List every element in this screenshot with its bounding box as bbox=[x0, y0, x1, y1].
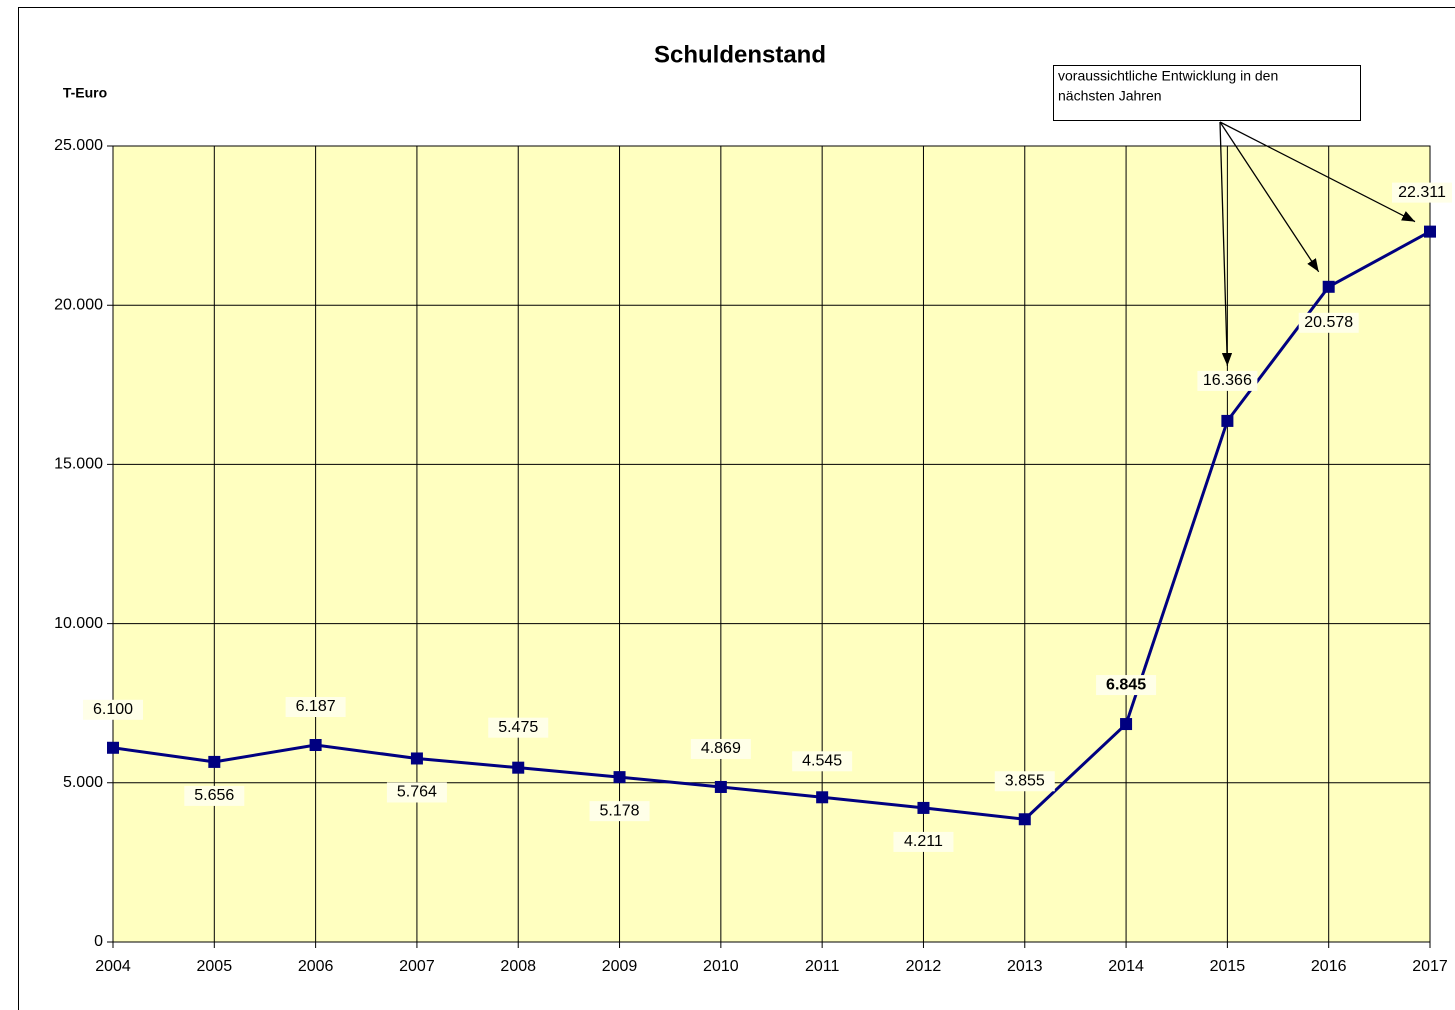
x-tick-label: 2005 bbox=[197, 958, 233, 975]
data-label: 20.578 bbox=[1304, 314, 1353, 331]
data-label: 5.764 bbox=[397, 784, 437, 801]
annotation-box bbox=[1053, 65, 1361, 121]
y-tick-label: 15.000 bbox=[54, 456, 103, 473]
data-label: 16.366 bbox=[1203, 372, 1252, 389]
label-bg bbox=[285, 697, 346, 718]
data-label: 6.100 bbox=[93, 701, 133, 718]
label-bg bbox=[792, 751, 853, 772]
x-tick-label: 2015 bbox=[1210, 958, 1246, 975]
data-label: 5.178 bbox=[600, 802, 640, 819]
label-bg bbox=[589, 801, 650, 822]
data-label: 6.845 bbox=[1106, 676, 1146, 693]
line bbox=[112, 230, 1431, 821]
x-tick-label: 2016 bbox=[1311, 958, 1347, 975]
data-label: 3.855 bbox=[1005, 772, 1045, 789]
x-tick-label: 2012 bbox=[906, 958, 942, 975]
x-tick-label: 2007 bbox=[399, 958, 435, 975]
marker bbox=[1018, 813, 1031, 826]
data-label: 5.656 bbox=[194, 787, 234, 804]
marker bbox=[1322, 280, 1335, 293]
label-bg bbox=[1392, 182, 1452, 203]
x-tick-label: 2017 bbox=[1412, 958, 1448, 975]
marker bbox=[410, 752, 423, 765]
marker bbox=[107, 741, 119, 754]
marker bbox=[512, 761, 525, 774]
marker bbox=[1424, 225, 1436, 238]
annotation: voraussichtliche Entwicklung in den bbox=[1058, 68, 1278, 84]
label-bg bbox=[994, 771, 1055, 792]
arrow bbox=[1219, 121, 1416, 223]
marker bbox=[1120, 718, 1133, 731]
x-tick-label: 2004 bbox=[95, 958, 131, 975]
data-label: 4.211 bbox=[904, 833, 943, 850]
y-tick-label: 20.000 bbox=[54, 296, 103, 313]
y-axis-label: T-Euro bbox=[63, 85, 107, 101]
marker bbox=[208, 755, 221, 768]
label-bg bbox=[386, 782, 447, 803]
marker bbox=[1221, 414, 1234, 427]
label-bg bbox=[1096, 675, 1157, 696]
label-bg bbox=[690, 738, 751, 759]
marker bbox=[613, 771, 626, 784]
x-tick-label: 2014 bbox=[1108, 958, 1144, 975]
x-tick-label: 2010 bbox=[703, 958, 739, 975]
data-label: 4.545 bbox=[802, 753, 842, 770]
chart-title: Schuldenstand bbox=[654, 41, 826, 68]
arrow bbox=[1219, 121, 1233, 366]
y-tick-label: 0 bbox=[94, 933, 103, 950]
y-tick-label: 5.000 bbox=[63, 774, 103, 791]
label-bg bbox=[1197, 370, 1258, 391]
marker bbox=[816, 791, 829, 804]
label-bg bbox=[1298, 312, 1359, 333]
plot-area bbox=[113, 146, 1430, 942]
data-label: 6.187 bbox=[296, 698, 336, 715]
x-tick-label: 2011 bbox=[805, 958, 840, 975]
label-bg bbox=[893, 831, 954, 852]
data-label: 5.475 bbox=[498, 719, 538, 736]
label-bg bbox=[83, 699, 143, 720]
x-tick-label: 2008 bbox=[500, 958, 536, 975]
marker bbox=[309, 739, 322, 752]
data-label: 4.869 bbox=[701, 740, 741, 757]
x-tick-label: 2009 bbox=[602, 958, 638, 975]
x-tick-label: 2006 bbox=[298, 958, 334, 975]
annotation: nächsten Jahren bbox=[1058, 88, 1162, 104]
label-bg bbox=[184, 785, 245, 806]
label-bg bbox=[488, 717, 549, 738]
x-tick-label: 2013 bbox=[1007, 958, 1043, 975]
data-label: 22.311 bbox=[1398, 184, 1446, 201]
marker bbox=[917, 801, 930, 814]
y-tick-label: 10.000 bbox=[54, 615, 103, 632]
arrow bbox=[1219, 121, 1320, 273]
y-tick-label: 25.000 bbox=[54, 137, 103, 154]
marker bbox=[714, 780, 727, 793]
plot-border bbox=[112, 145, 1431, 943]
